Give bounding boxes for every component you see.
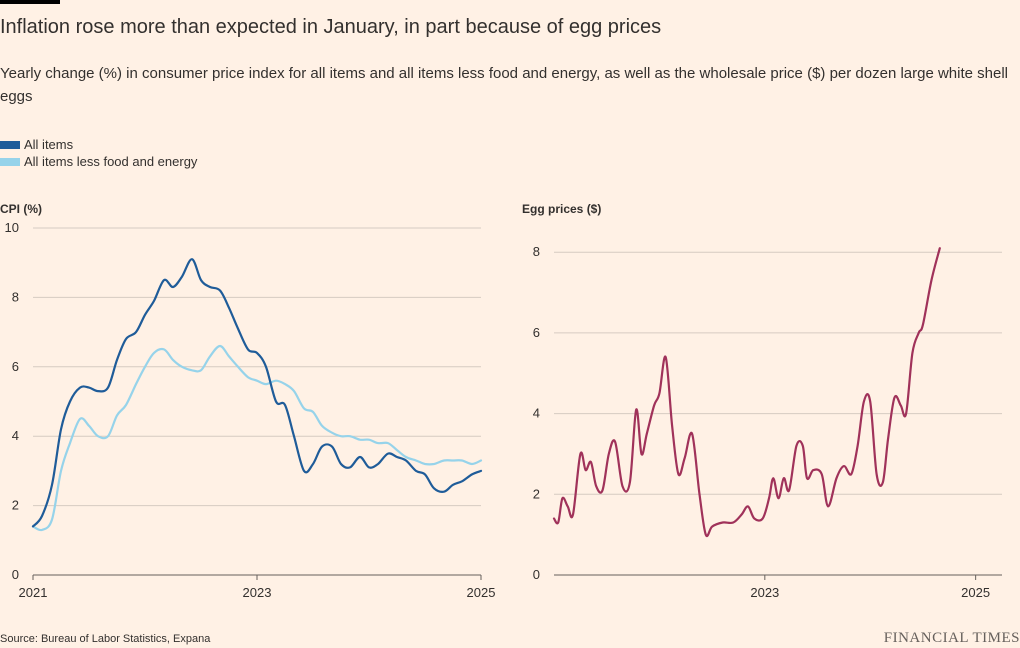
- y-tick-label-cpi-0: 0: [12, 567, 19, 582]
- y-tick-label-cpi-2: 2: [12, 498, 19, 513]
- chart-title-cpi: CPI (%): [0, 202, 42, 216]
- legend-label-all-items: All items: [24, 137, 74, 152]
- y-tick-label-cpi-8: 8: [12, 289, 19, 304]
- legend-swatch-all-items: [0, 140, 20, 149]
- y-tick-label-egg-6: 6: [533, 325, 540, 340]
- y-tick-label-cpi-4: 4: [12, 428, 19, 443]
- chart-title: Inflation rose more than expected in Jan…: [0, 16, 662, 38]
- y-tick-label-egg-0: 0: [533, 567, 540, 582]
- source-note: Source: Bureau of Labor Statistics, Expa…: [0, 633, 211, 645]
- legend-item-core: All items less food and energy: [0, 153, 197, 170]
- chart-title-egg: Egg prices ($): [522, 202, 601, 216]
- x-tick-label-cpi-2023: 2023: [243, 585, 272, 600]
- x-tick-label-cpi-2025: 2025: [467, 585, 496, 600]
- legend: All items All items less food and energy: [0, 136, 197, 170]
- chart-panel-egg: Egg prices ($) 0 2 4 6 8 2023 2025: [522, 202, 1002, 600]
- y-tick-label-egg-2: 2: [533, 486, 540, 501]
- series-line-cpi-0: [31, 258, 483, 528]
- ft-logo: FINANCIAL TIMES: [883, 630, 1020, 646]
- y-tick-label-egg-8: 8: [533, 244, 540, 259]
- series-line-egg-0: [552, 247, 941, 538]
- series-line-cpi-1: [31, 344, 483, 532]
- legend-item-all-items: All items: [0, 136, 197, 153]
- x-tick-label-cpi-2021: 2021: [19, 585, 48, 600]
- legend-swatch-core: [0, 157, 20, 166]
- y-tick-label-egg-4: 4: [533, 406, 540, 421]
- chart-panel-cpi: CPI (%) 0 2 4 6 8 10 2021 2023 2025: [0, 202, 495, 600]
- brand-bar: [0, 0, 60, 4]
- y-tick-label-cpi-6: 6: [12, 359, 19, 374]
- legend-label-core: All items less food and energy: [24, 154, 198, 169]
- x-tick-label-egg-2023: 2023: [750, 585, 779, 600]
- y-tick-label-cpi-10: 10: [5, 220, 19, 235]
- x-tick-label-egg-2025: 2025: [961, 585, 990, 600]
- chart-subtitle: Yearly change (%) in consumer price inde…: [0, 65, 1009, 105]
